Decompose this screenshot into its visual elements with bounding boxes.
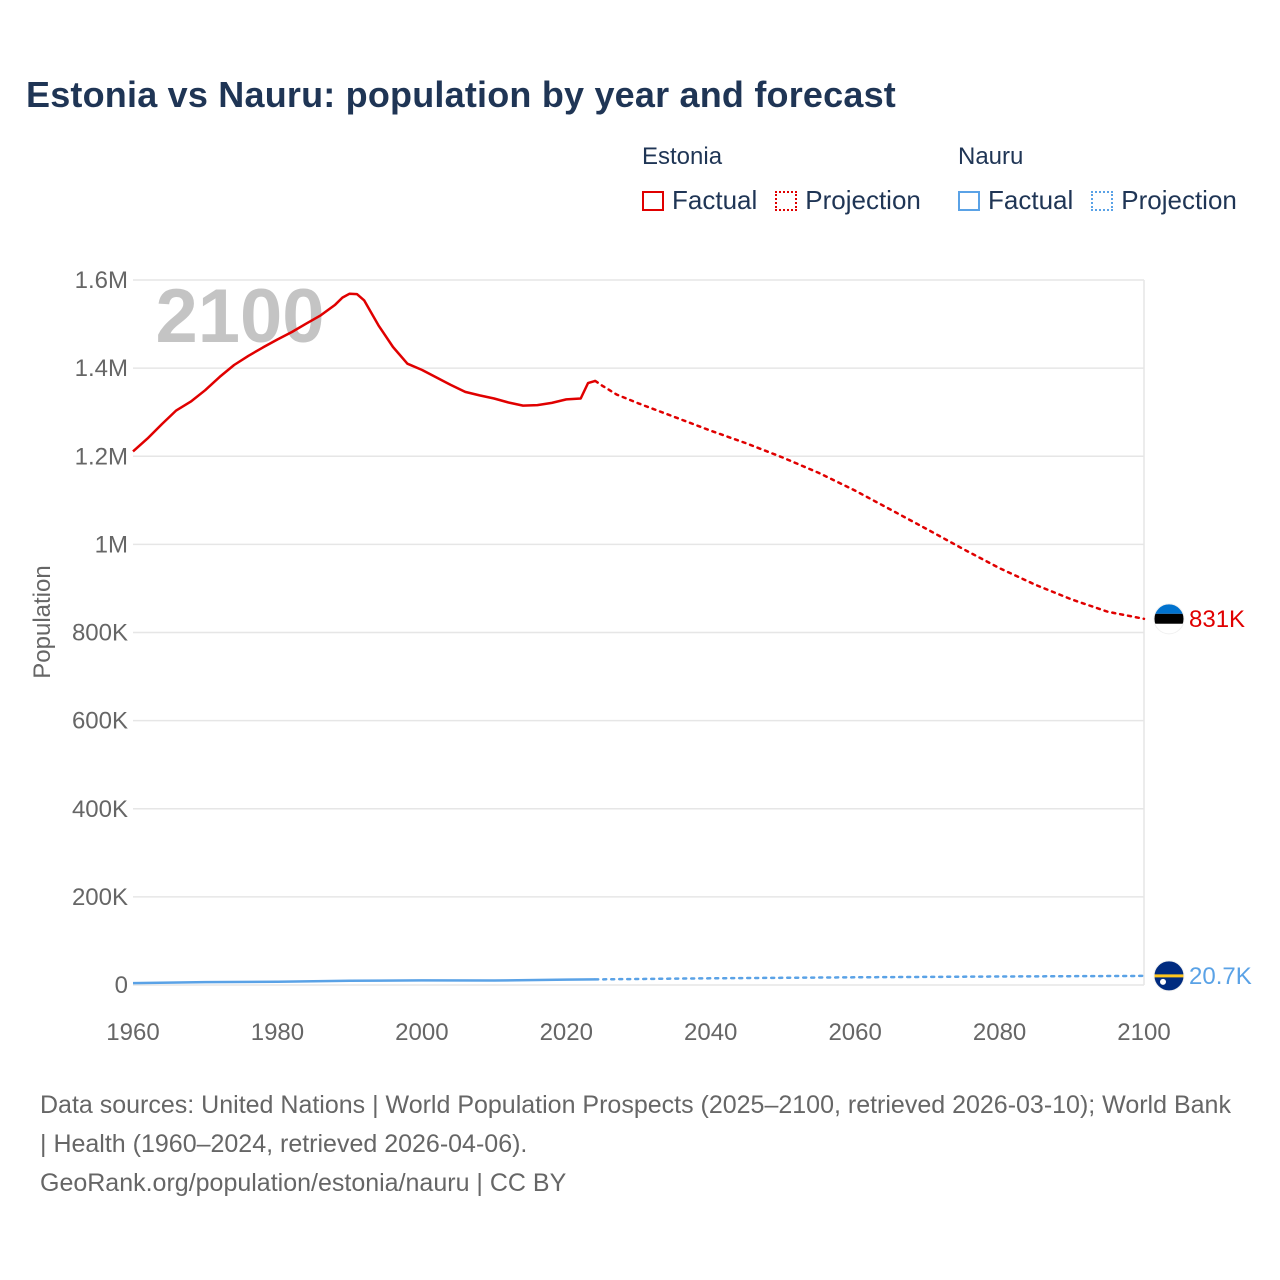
- legend-factual-label-estonia[interactable]: Factual: [672, 185, 758, 215]
- x-tick-label: 2100: [1117, 1019, 1170, 1046]
- legend-projection-label-estonia[interactable]: Projection: [805, 185, 921, 215]
- legend-group-nauru: Nauru Factual Projection: [958, 143, 1237, 215]
- attribution-text: GeoRank.org/population/estonia/nauru | C…: [40, 1169, 567, 1197]
- y-tick-label: 800K: [72, 620, 128, 647]
- x-tick-label: 2020: [540, 1019, 593, 1046]
- legend-group-estonia: Estonia Factual Projection: [642, 143, 921, 215]
- y-tick-label: 0: [115, 972, 128, 999]
- y-tick-label: 200K: [72, 884, 128, 911]
- x-tick-label: 1980: [251, 1019, 304, 1046]
- legend-projection-swatch-nauru: [1091, 190, 1114, 211]
- x-tick-label: 2080: [973, 1019, 1026, 1046]
- legend-factual-label-nauru[interactable]: Factual: [988, 185, 1074, 215]
- end-value-label-nauru: 20.7K: [1189, 963, 1252, 990]
- data-sources-text: Data sources: United Nations | World Pop…: [40, 1091, 1231, 1158]
- flag-estonia-icon: [1153, 603, 1185, 635]
- y-tick-label: 1.2M: [75, 443, 128, 470]
- chart-title: Estonia vs Nauru: population by year and…: [26, 74, 896, 115]
- legend-factual-swatch-estonia: [642, 190, 664, 211]
- legend-group-name: Estonia: [642, 143, 723, 170]
- y-tick-label: 600K: [72, 708, 128, 735]
- data-source-note: Data sources: United Nations | World Pop…: [40, 1086, 1240, 1203]
- x-tick-label: 2060: [828, 1019, 881, 1046]
- series-line-projection-estonia: [593, 379, 1146, 621]
- flag-nauru-icon: [1153, 960, 1185, 992]
- y-tick-label: 400K: [72, 796, 128, 823]
- y-axis-label: Population: [29, 565, 56, 678]
- x-tick-label: 1960: [106, 1019, 159, 1046]
- series-line-factual-estonia: [132, 292, 596, 453]
- x-tick-label: 2040: [684, 1019, 737, 1046]
- year-watermark: 2100: [155, 274, 324, 359]
- x-tick-label: 2000: [395, 1019, 448, 1046]
- legend-group-name: Nauru: [958, 143, 1024, 170]
- end-value-label-estonia: 831K: [1189, 606, 1245, 633]
- legend-factual-swatch-nauru: [958, 190, 980, 211]
- series-line-projection-nauru: [593, 974, 1146, 981]
- series-line-factual-nauru: [132, 978, 596, 985]
- legend-projection-label-nauru[interactable]: Projection: [1121, 185, 1237, 215]
- y-tick-label: 1M: [95, 531, 128, 558]
- legend-projection-swatch-estonia: [775, 190, 798, 211]
- y-tick-label: 1.6M: [75, 267, 128, 294]
- y-tick-label: 1.4M: [75, 355, 128, 382]
